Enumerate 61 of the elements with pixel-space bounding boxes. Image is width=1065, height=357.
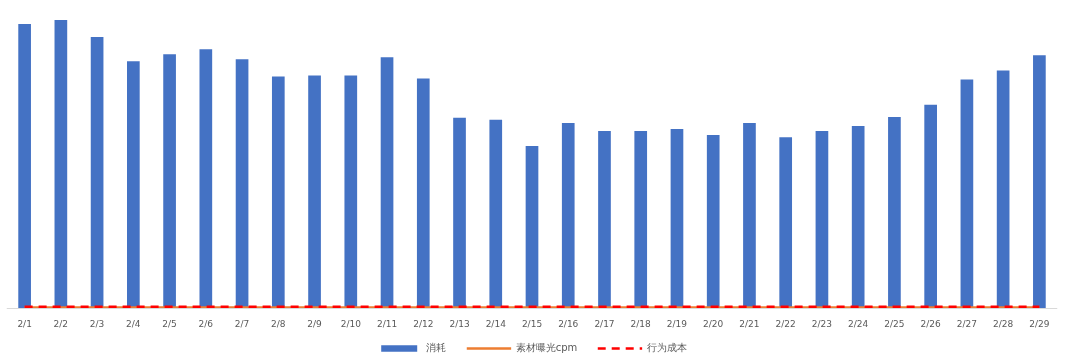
bar bbox=[54, 20, 68, 309]
x-tick-label: 2/3 bbox=[89, 319, 105, 330]
x-tick-label: 2/21 bbox=[739, 319, 760, 330]
x-tick-label: 2/10 bbox=[340, 319, 362, 330]
legend-label: 消耗 bbox=[425, 341, 446, 355]
bar bbox=[489, 119, 503, 309]
bar bbox=[561, 123, 575, 309]
x-tick-label: 2/16 bbox=[558, 319, 579, 330]
x-tick-label: 2/4 bbox=[126, 319, 141, 330]
legend-label: 素材曝光cpm bbox=[515, 341, 578, 355]
x-tick-label: 2/29 bbox=[1029, 319, 1050, 330]
bar bbox=[380, 57, 394, 309]
x-tick-label: 2/27 bbox=[956, 319, 978, 330]
x-tick-label: 2/9 bbox=[307, 319, 323, 330]
x-tick-label: 2/14 bbox=[485, 319, 507, 330]
bar bbox=[779, 137, 793, 309]
x-tick-label: 2/15 bbox=[521, 319, 543, 330]
x-tick-label: 2/20 bbox=[703, 319, 724, 330]
bar bbox=[453, 117, 466, 309]
bar bbox=[706, 135, 720, 309]
bar bbox=[344, 75, 358, 309]
bar bbox=[199, 49, 213, 309]
x-tick-label: 2/2 bbox=[53, 319, 69, 330]
x-tick-label: 2/19 bbox=[666, 319, 688, 330]
bar bbox=[525, 146, 539, 309]
bar bbox=[127, 61, 140, 309]
x-tick-label: 2/13 bbox=[449, 319, 470, 330]
bar bbox=[851, 125, 865, 309]
bar bbox=[960, 79, 974, 309]
x-tick-label: 2/6 bbox=[198, 319, 214, 330]
bar bbox=[18, 24, 31, 309]
x-tick-label: 2/1 bbox=[17, 319, 32, 330]
x-tick-label: 2/11 bbox=[376, 319, 398, 330]
bar bbox=[1033, 55, 1046, 309]
x-tick-label: 2/17 bbox=[594, 319, 615, 330]
x-tick-label: 2/8 bbox=[271, 319, 286, 330]
bar bbox=[271, 76, 285, 309]
x-tick-label: 2/26 bbox=[920, 319, 942, 330]
bar bbox=[235, 59, 249, 309]
bar bbox=[90, 37, 104, 309]
bar bbox=[743, 123, 756, 309]
x-tick-label: 2/23 bbox=[811, 319, 833, 330]
bar bbox=[996, 70, 1010, 309]
bar bbox=[416, 78, 430, 309]
x-tick-label: 2/24 bbox=[848, 319, 869, 330]
x-tick-label: 2/28 bbox=[993, 319, 1014, 330]
bar bbox=[815, 131, 829, 309]
legend-label: 行为成本 bbox=[647, 341, 688, 355]
bar bbox=[308, 75, 321, 309]
x-tick-label: 2/5 bbox=[162, 319, 177, 330]
bar bbox=[924, 104, 937, 309]
bar bbox=[598, 131, 611, 309]
bar bbox=[634, 131, 648, 309]
x-tick-label: 2/18 bbox=[630, 319, 652, 330]
x-tick-label: 2/7 bbox=[234, 319, 250, 330]
x-tick-label: 2/22 bbox=[775, 319, 796, 330]
bar bbox=[888, 116, 901, 309]
bar bbox=[163, 54, 176, 309]
bar bbox=[670, 129, 684, 309]
x-tick-label: 2/12 bbox=[413, 319, 434, 330]
x-tick-label: 2/25 bbox=[884, 319, 905, 330]
